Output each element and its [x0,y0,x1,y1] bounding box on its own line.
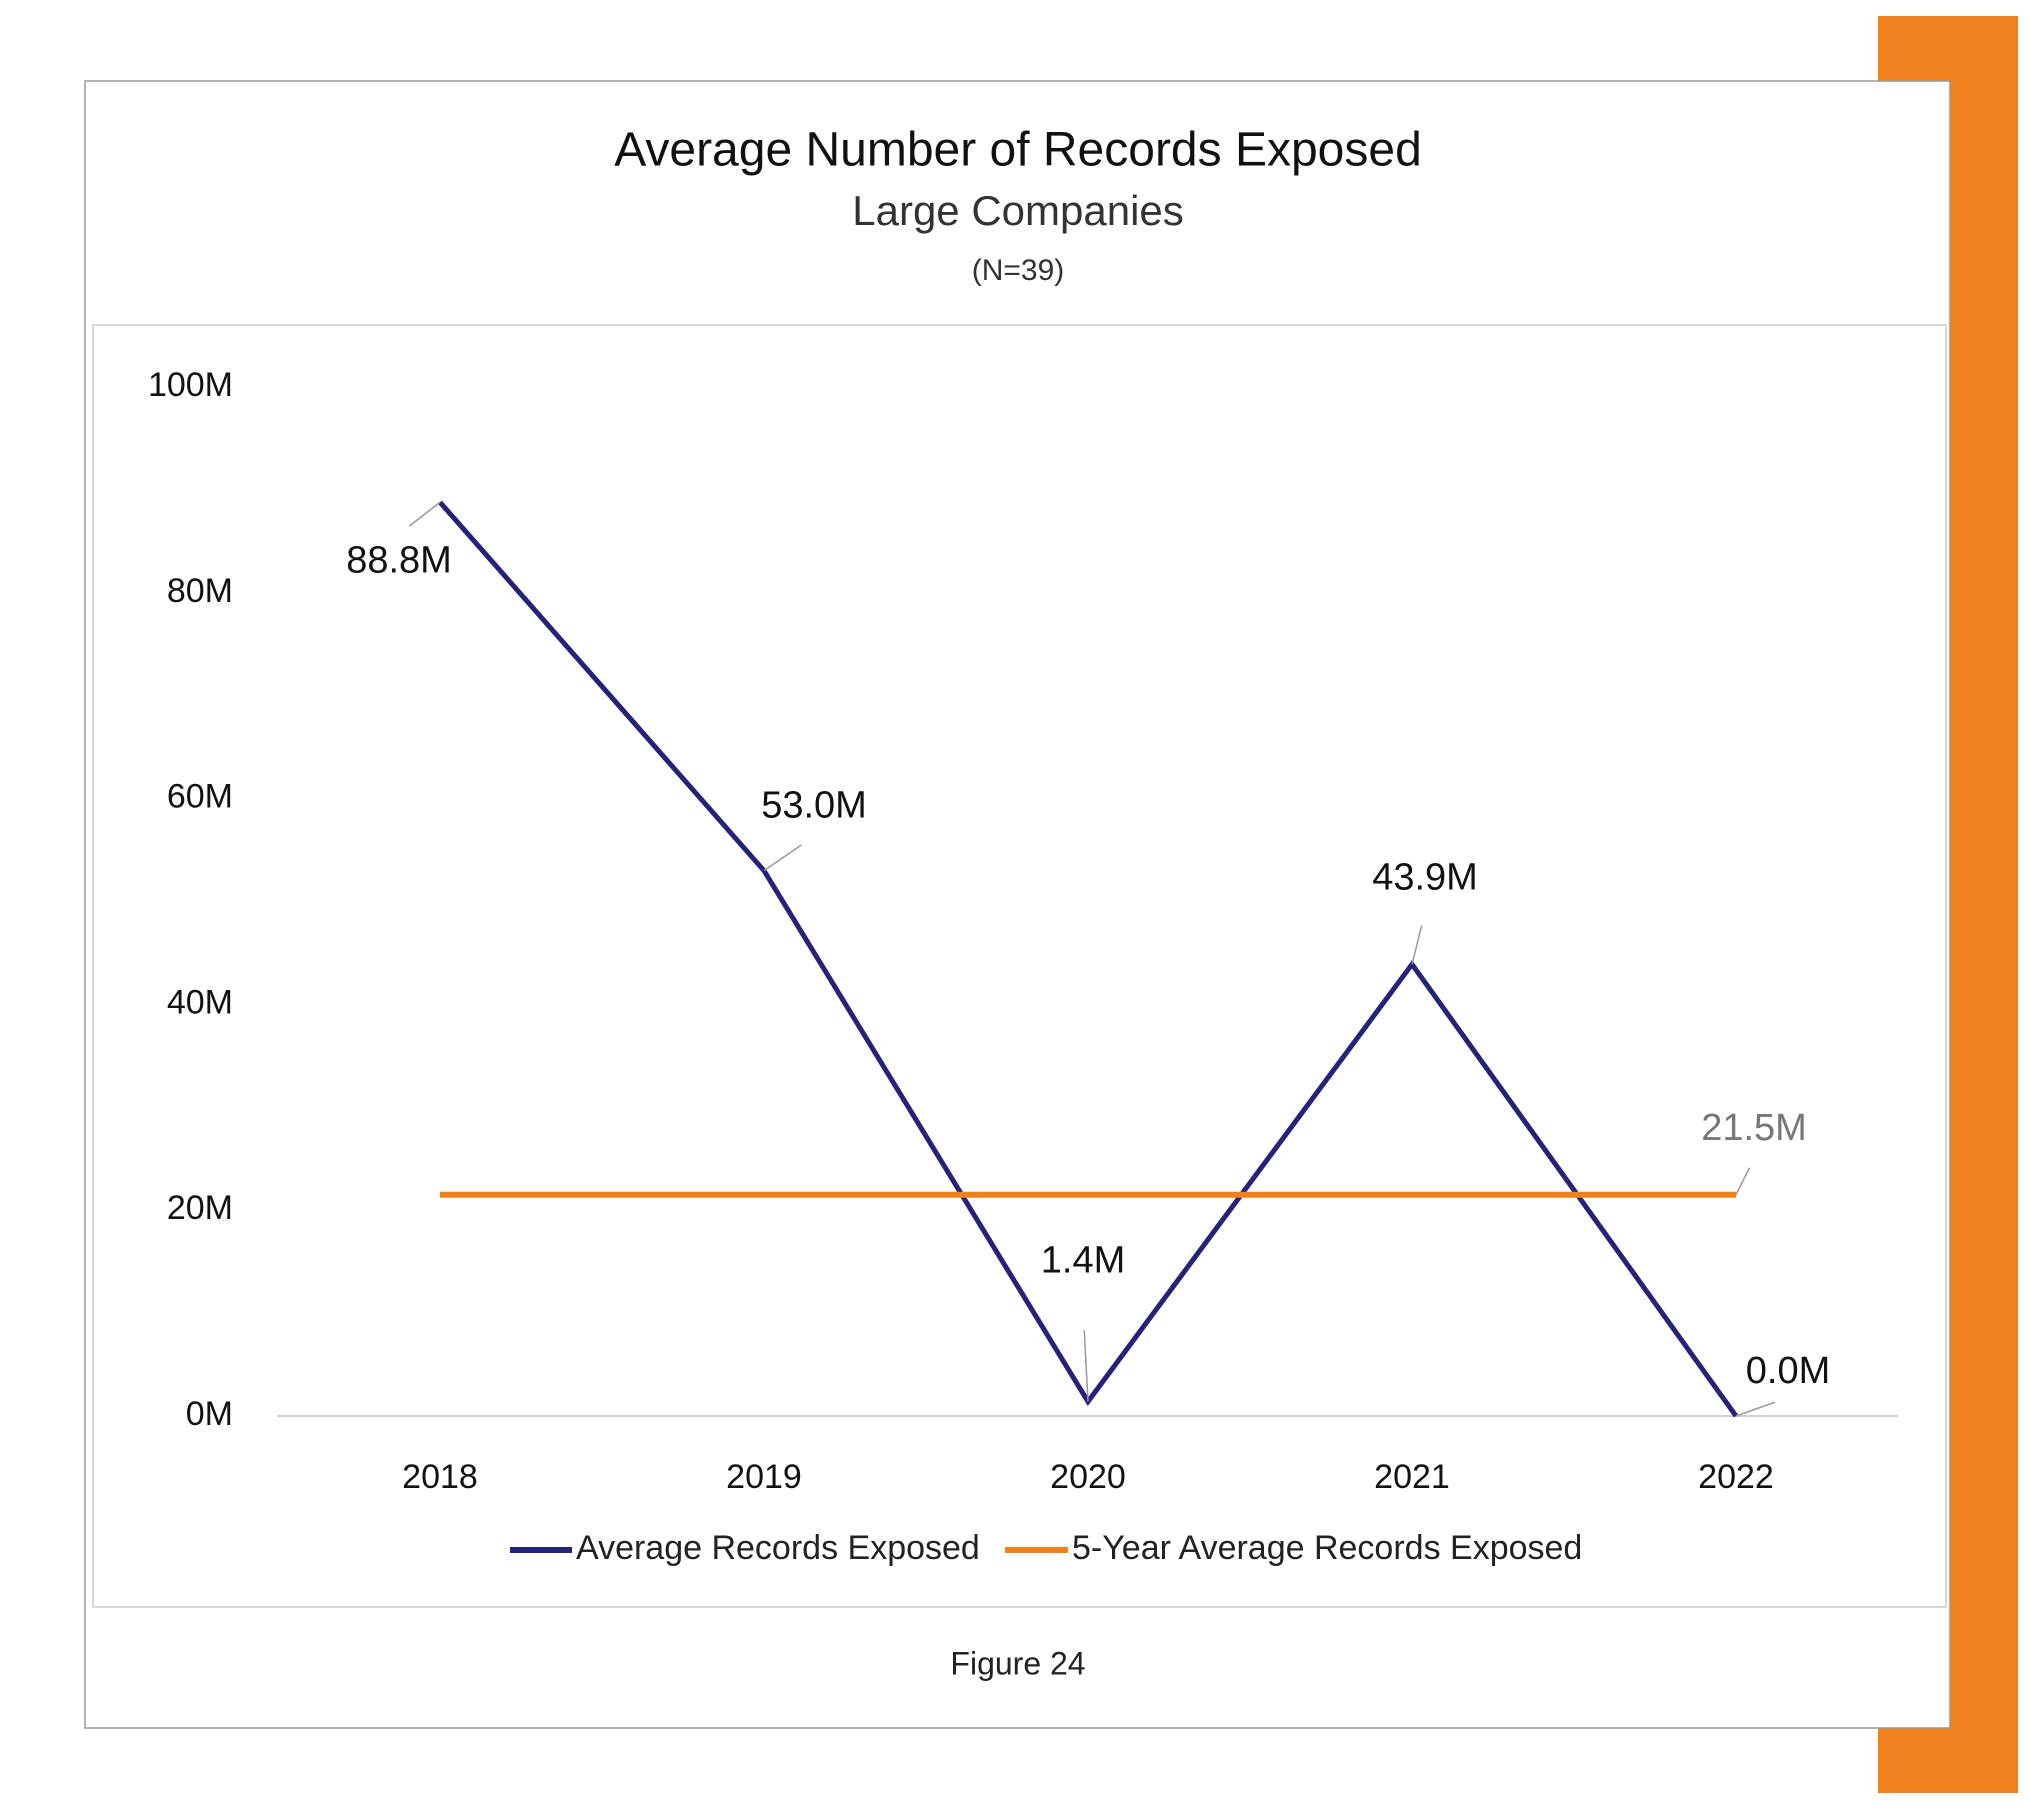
data-label: 0.0M [1746,1350,1830,1392]
legend-label: 5-Year Average Records Exposed [1072,1529,1582,1567]
x-tick-label: 2018 [402,1458,478,1496]
y-tick-label: 100M [148,366,233,404]
chart-note: (N=39) [972,254,1065,287]
y-tick-label: 40M [167,983,233,1021]
data-label: 43.9M [1372,856,1478,898]
y-tick-label: 80M [167,572,233,610]
x-tick-label: 2021 [1374,1458,1450,1496]
data-label: 21.5M [1701,1107,1807,1149]
legend-label: Average Records Exposed [576,1529,980,1567]
x-tick-label: 2022 [1698,1458,1774,1496]
y-tick-label: 20M [167,1189,233,1227]
y-tick-label: 60M [167,778,233,816]
chart-title: Average Number of Records Exposed [614,124,1422,177]
data-label: 53.0M [761,785,867,827]
y-tick-label: 0M [186,1395,233,1433]
caption: Figure 24 [950,1645,1085,1681]
leader-line [1083,1330,1089,1402]
x-tick-label: 2020 [1050,1458,1126,1496]
data-label: 88.8M [346,539,452,581]
plot-frame [92,324,1947,1608]
chart-subtitle: Large Companies [852,187,1184,234]
leader-line [1735,1401,1776,1417]
leader-line [408,501,441,527]
leader-line [1411,925,1423,965]
data-label: 1.4M [1041,1240,1125,1282]
leader-line [763,844,802,872]
leader-line [1735,1167,1751,1196]
x-tick-label: 2019 [726,1458,802,1496]
